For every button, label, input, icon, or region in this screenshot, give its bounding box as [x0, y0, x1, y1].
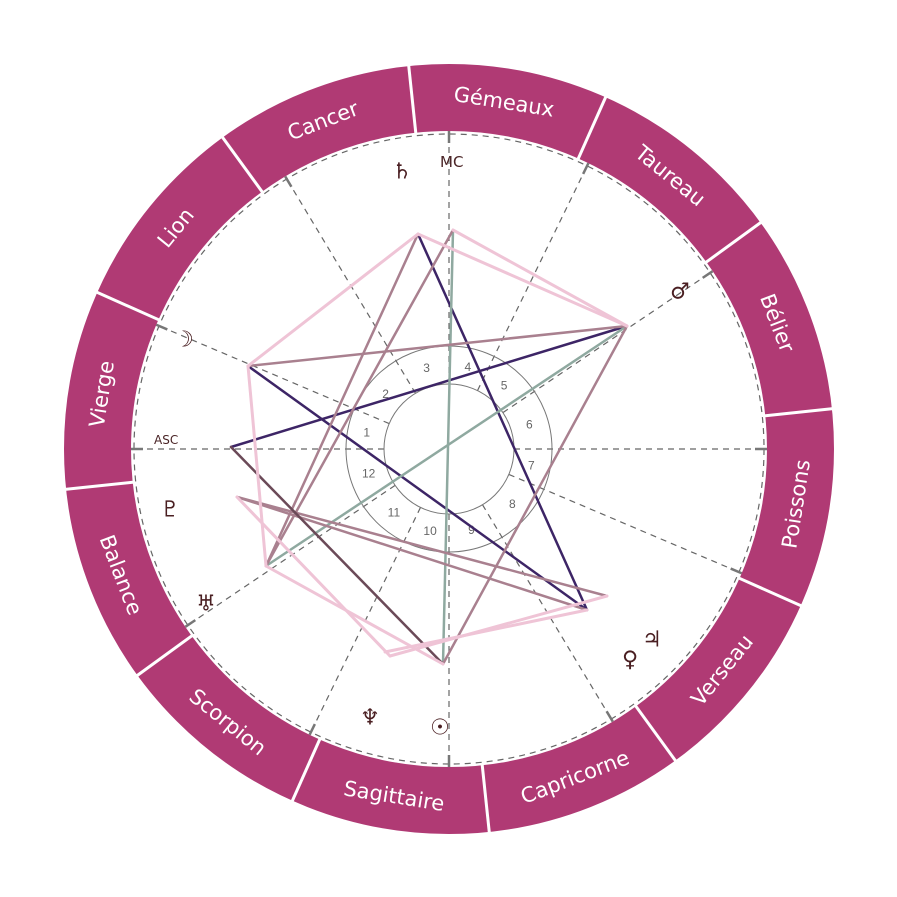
sun-icon: ☉ [430, 716, 450, 741]
cusp-tick [155, 323, 168, 331]
house-number-5: 5 [501, 379, 508, 393]
aspect-line [388, 594, 609, 658]
sign-divider [480, 764, 491, 834]
moon-icon: ☽ [174, 328, 194, 353]
house-number-3: 3 [423, 361, 430, 375]
aspect-line [416, 232, 629, 328]
pluto-icon: ♇ [160, 498, 180, 523]
jupiter-icon: ♃ [642, 628, 662, 653]
asc-label: ASC [154, 433, 178, 447]
sign-divider [220, 135, 264, 194]
sign-ring-band [64, 64, 834, 834]
sign-divider [407, 64, 418, 134]
house-number-7: 7 [528, 459, 535, 473]
aspect-lines [229, 228, 629, 666]
saturn-icon: ♄ [392, 160, 412, 185]
sign-divider [64, 480, 134, 491]
aspect-line [264, 564, 445, 666]
uranus-icon: ♅ [196, 592, 216, 617]
zodiac-sign-ring: BélierTaureauGémeauxCancerLionViergeBala… [64, 64, 834, 834]
cusp-tick [184, 619, 197, 628]
aspect-line [441, 324, 629, 666]
aspect-line [246, 364, 589, 612]
sign-divider [135, 634, 194, 678]
sign-divider [764, 407, 834, 418]
aspect-line [441, 228, 455, 666]
house-number-2: 2 [382, 387, 389, 401]
house-cusp-2 [158, 325, 390, 425]
cusp-tick [582, 162, 590, 175]
planet-glyphs: ♄ ♂ ☽ ♇ ♅ ♆ ☉ ♀♃ [160, 160, 690, 741]
mars-icon: ♂ [670, 280, 690, 305]
house-number-9: 9 [468, 523, 475, 537]
house-cusp-6 [502, 272, 711, 414]
sign-divider [737, 576, 803, 608]
cusp-tick [605, 710, 614, 723]
house-number-12: 12 [362, 467, 376, 481]
sign-divider [95, 290, 161, 322]
aspect-line [246, 232, 420, 368]
venus-icon: ♀ [622, 648, 638, 673]
cusp-tick [284, 175, 293, 188]
neptune-icon: ♆ [360, 706, 380, 731]
house-cusp-5 [476, 165, 588, 391]
sign-divider [290, 737, 322, 803]
mc-label: MC [440, 153, 463, 171]
aspect-line [235, 495, 609, 598]
aspect-line [246, 364, 268, 568]
house-number-4: 4 [465, 360, 472, 374]
house-number-1: 1 [363, 425, 370, 439]
cusp-tick [730, 567, 743, 575]
aspect-line [264, 228, 455, 568]
aspect-line [229, 324, 629, 449]
sign-divider [704, 220, 763, 264]
house-number-8: 8 [509, 497, 516, 511]
aspect-line [451, 228, 629, 328]
house-number-6: 6 [526, 417, 533, 431]
house-number-11: 11 [388, 505, 401, 519]
aspect-line [383, 608, 589, 654]
cusp-tick [701, 270, 714, 279]
sign-divider [576, 95, 608, 161]
aspect-line [235, 495, 589, 612]
aspect-line [229, 445, 445, 666]
aspect-line [416, 232, 589, 612]
house-number-10: 10 [423, 524, 437, 538]
cusp-tick [308, 723, 316, 736]
axis-labels: MC ASC [154, 153, 463, 447]
aspect-line [246, 324, 629, 368]
sign-divider [634, 704, 678, 763]
house-cusp-8 [508, 473, 740, 573]
aspect-line [235, 495, 392, 658]
